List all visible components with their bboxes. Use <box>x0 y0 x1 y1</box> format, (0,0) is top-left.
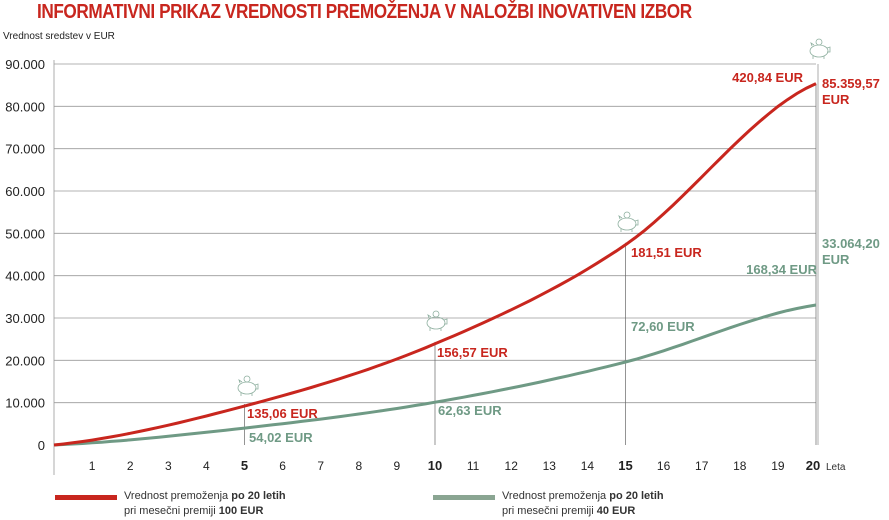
x-tick-label: 1 <box>89 459 96 473</box>
piggy-bank-icon <box>426 310 448 331</box>
y-tick-label: 90.000 <box>5 57 45 72</box>
x-tick-label: 13 <box>543 459 557 473</box>
x-tick-label: 6 <box>279 459 286 473</box>
value-annotation: 420,84 EUR <box>732 70 803 85</box>
x-axis-label: Leta <box>826 462 846 473</box>
legend-text: pri mesečni premiji <box>124 505 219 517</box>
x-tick-label: 2 <box>127 459 134 473</box>
y-tick-label: 60.000 <box>5 184 45 199</box>
legend-text-bold: 40 EUR <box>596 505 636 517</box>
value-annotation: 168,34 EUR <box>746 262 817 277</box>
y-tick-label: 50.000 <box>5 226 45 241</box>
y-tick-label: 0 <box>38 438 45 453</box>
x-tick-label: 17 <box>695 459 709 473</box>
value-annotation: 181,51 EUR <box>631 245 702 260</box>
y-axis-label: Vrednost sredstev v EUR <box>3 31 115 42</box>
legend-text-bold: po 20 letih <box>231 490 286 502</box>
legend-text: Vrednost premoženja <box>124 490 232 502</box>
x-tick-label: 12 <box>505 459 519 473</box>
x-tick-label: 18 <box>733 459 747 473</box>
x-tick-label: 11 <box>467 459 480 473</box>
series-line <box>53 82 817 447</box>
legend-text-bold: po 20 letih <box>609 490 664 502</box>
x-tick-label: 19 <box>771 459 785 473</box>
value-annotation: 156,57 EUR <box>437 345 508 360</box>
y-tick-label: 80.000 <box>5 99 45 114</box>
chart-title: INFORMATIVNI PRIKAZ VREDNOSTI PREMOŽENJA… <box>37 1 692 23</box>
piggy-bank-icon <box>237 375 259 396</box>
value-annotation: 54,02 EUR <box>249 430 313 445</box>
x-tick-label: 4 <box>203 459 210 473</box>
x-tick-label: 15 <box>618 458 632 473</box>
y-tick-label: 30.000 <box>5 311 45 326</box>
final-value-label: 85.359,57 EUR <box>822 76 880 107</box>
x-tick-label: 20 <box>806 458 820 473</box>
x-tick-label: 3 <box>165 459 172 473</box>
legend-text: pri mesečni premiji <box>502 505 597 517</box>
legend-swatch-green <box>433 495 495 500</box>
value-annotation: 72,60 EUR <box>631 319 695 334</box>
value-annotation: 62,63 EUR <box>438 403 502 418</box>
y-tick-label: 70.000 <box>5 142 45 157</box>
x-tick-label: 9 <box>394 459 401 473</box>
y-tick-label: 20.000 <box>5 353 45 368</box>
piggy-bank-icon <box>809 38 831 59</box>
x-tick-label: 8 <box>355 459 362 473</box>
x-tick-label: 7 <box>317 459 324 473</box>
y-tick-label: 40.000 <box>5 269 45 284</box>
value-annotation: 135,06 EUR <box>247 406 318 421</box>
legend-text: Vrednost premoženja <box>502 490 610 502</box>
x-tick-label: 5 <box>241 458 248 473</box>
legend-text-bold: 100 EUR <box>218 505 264 517</box>
final-value-label: 33.064,20 EUR <box>822 236 880 267</box>
legend-swatch-red <box>55 495 117 500</box>
piggy-bank-icon <box>617 211 639 232</box>
y-tick-label: 10.000 <box>5 396 45 411</box>
x-tick-label: 14 <box>581 459 595 473</box>
x-tick-label: 10 <box>428 458 442 473</box>
series-line <box>53 303 817 447</box>
x-tick-label: 16 <box>657 459 671 473</box>
